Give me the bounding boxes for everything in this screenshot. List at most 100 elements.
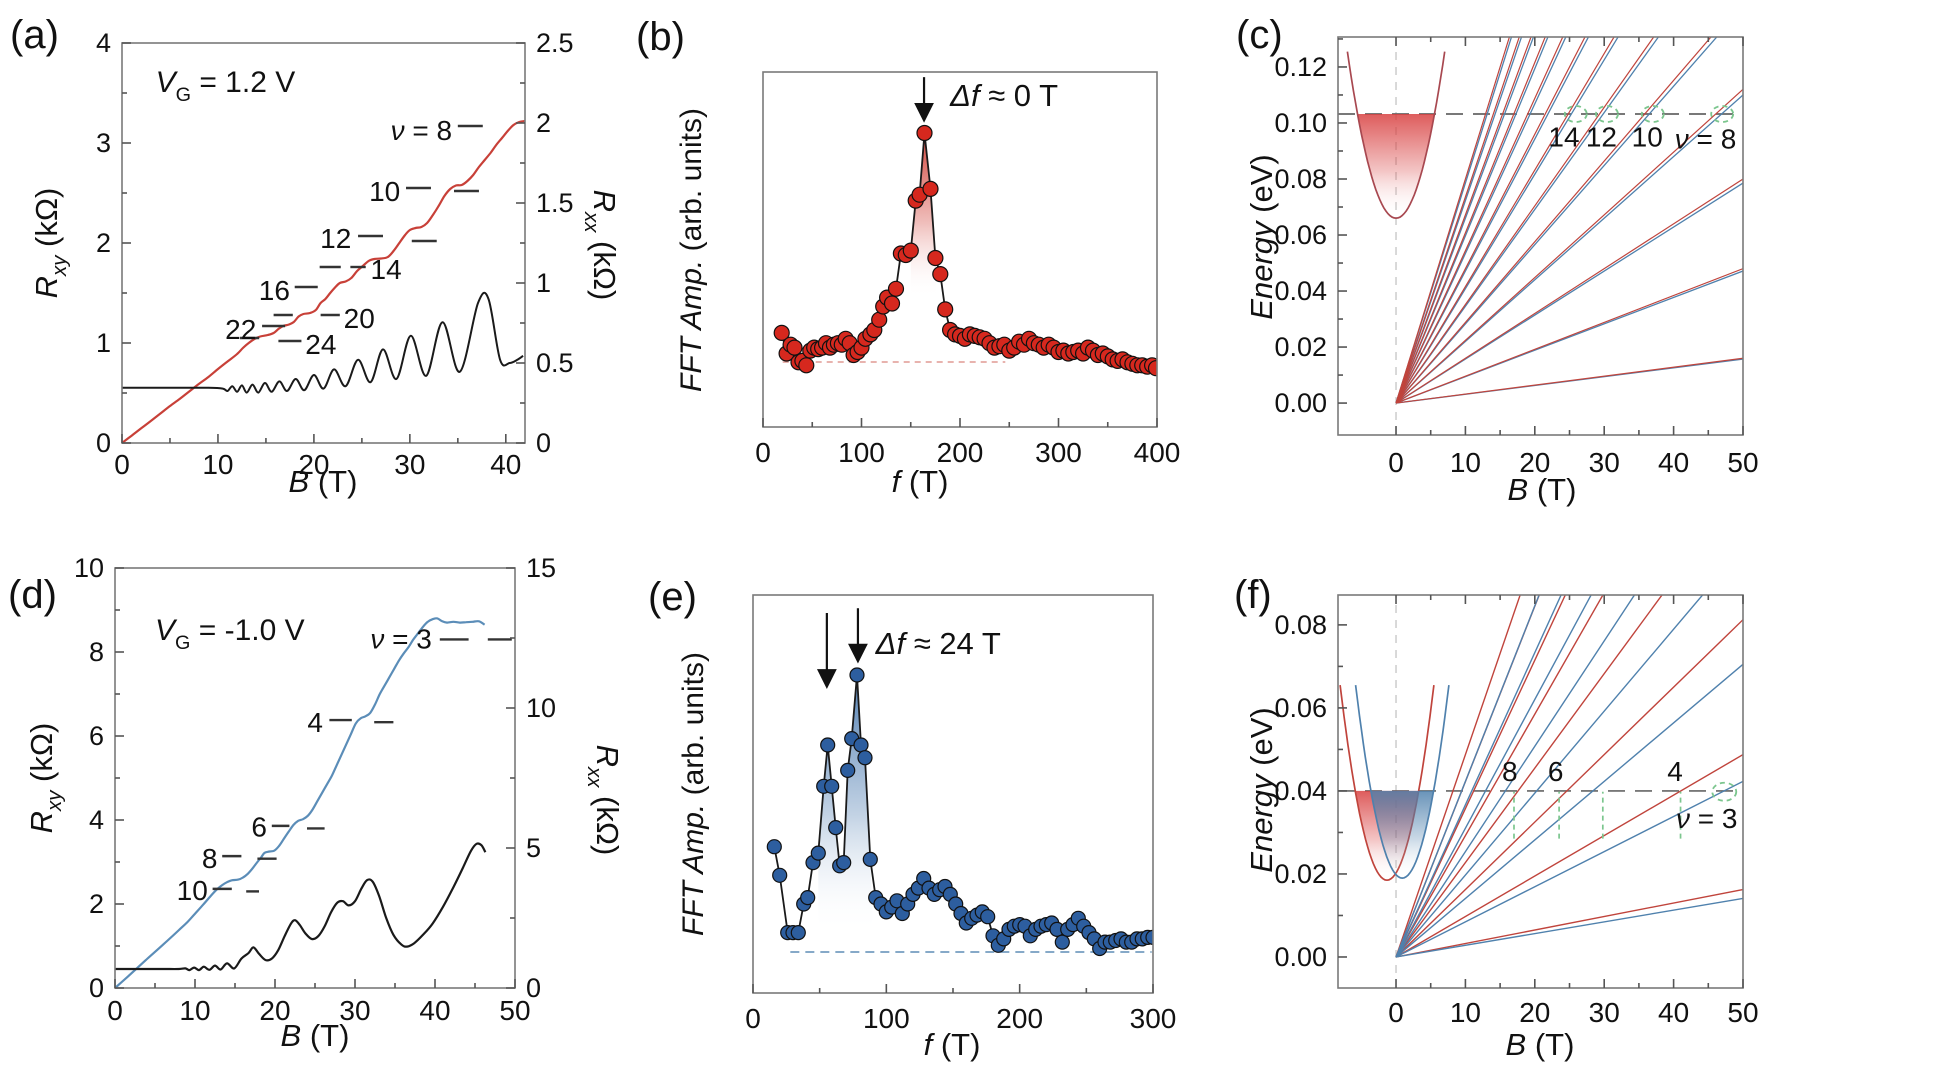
landau-level-line (1395, 619, 1743, 958)
landau-level-line (1395, 37, 1619, 404)
data-point (836, 854, 852, 871)
data-point (849, 667, 865, 683)
y-left-tick-label: 0.04 (1274, 776, 1327, 806)
annotation-label: VG = -1.0 V (155, 614, 305, 654)
axis-or-panel-label: Rxy (kΩ) (29, 188, 71, 299)
landau-level-line (1395, 37, 1546, 404)
annotation-label: 12 (320, 223, 351, 254)
panel-b-frame (762, 71, 1158, 428)
panel-d-plot-area (115, 617, 487, 988)
axis-or-panel-label: Rxx (kΩ) (580, 190, 622, 301)
y-left-tick-label: 0.02 (1274, 859, 1327, 889)
x-tick-label: 10 (179, 995, 210, 1026)
landau-level-line (1395, 178, 1743, 404)
annotation-label: 4 (307, 707, 323, 738)
annotation-label: 16 (259, 275, 290, 306)
panel-c: 0 10 20 30 40 50 0.00 0.02 0.04 0.06 0.08 0.10 0.12(… (1236, 13, 1759, 507)
axis-or-panel-label: (e) (648, 575, 697, 619)
landau-level-line (1395, 37, 1520, 404)
data-point (772, 867, 788, 883)
x-tick-label: 100 (863, 1003, 910, 1034)
axis-or-panel-label: f (T) (892, 464, 949, 499)
x-tick-label: 30 (339, 995, 370, 1026)
panel-e-plot-area (766, 667, 1153, 957)
data-point (798, 357, 815, 374)
y-left-tick-label: 0.08 (1274, 610, 1327, 640)
y-right-tick-label: 0.5 (536, 348, 574, 378)
annotation-label: 4 (1667, 756, 1683, 787)
landau-level-line (1395, 780, 1743, 958)
landau-level-line (1395, 94, 1743, 404)
landau-level-line (1395, 663, 1743, 958)
landau-level-line (1395, 595, 1592, 958)
data-point (840, 762, 856, 779)
data-point (902, 242, 919, 259)
landau-level-line (1395, 595, 1663, 958)
axis-or-panel-label: (a) (10, 13, 59, 57)
data-point (1054, 934, 1070, 950)
axis-or-panel-label: Energy (eV) (1244, 707, 1279, 872)
y-left-tick-label: 0 (96, 428, 111, 458)
y-left-tick-label: 8 (89, 637, 104, 667)
axis-or-panel-label: B (T) (1508, 472, 1577, 507)
data-point (824, 778, 840, 794)
data-point (916, 124, 933, 142)
annotation-label: 10 (177, 875, 208, 906)
data-point (820, 737, 836, 753)
x-tick-label: 100 (838, 437, 885, 468)
y-left-tick-label: 0 (89, 973, 104, 1003)
axis-or-panel-label: (b) (636, 15, 685, 59)
data-point (857, 750, 873, 766)
landau-level-line (1395, 754, 1743, 958)
panel-f: 0 10 20 30 40 50 0.00 0.02 0.04 0.06 0.08(f) Energy… (1234, 573, 1759, 1062)
annotation-label: VG = 1.2 V (156, 66, 296, 106)
landau-level-line (1395, 595, 1521, 958)
data-point (932, 266, 949, 283)
landau-level-line (1395, 37, 1718, 404)
annotation-label: ν = 8 (1675, 123, 1736, 154)
x-tick-label: 30 (1589, 997, 1620, 1028)
panel-c-frame (1337, 36, 1744, 436)
data-point (853, 737, 869, 753)
y-right-tick-label: 2 (536, 108, 551, 138)
landau-level-line (1395, 37, 1712, 404)
y-left-tick-label: 4 (89, 805, 104, 835)
annotation-label: 20 (344, 303, 375, 334)
x-tick-label: 20 (259, 995, 290, 1026)
x-tick-label: 40 (490, 449, 521, 480)
x-tick-label: 40 (1658, 997, 1689, 1028)
landau-level-line (1395, 595, 1562, 958)
x-tick-label: 40 (419, 995, 450, 1026)
y-left-tick-label: 0.04 (1274, 276, 1327, 306)
axis-or-panel-label: Rxy (kΩ) (24, 723, 66, 834)
x-tick-label: 0 (1388, 447, 1404, 478)
data-point (937, 301, 954, 318)
axis-or-panel-label: Rxx (kΩ) (583, 745, 625, 856)
annotation-label: 14 (371, 254, 402, 285)
landau-level-line (1395, 37, 1590, 404)
data-point (773, 324, 790, 341)
x-tick-label: 50 (1727, 997, 1758, 1028)
axis-or-panel-label: (f) (1234, 573, 1272, 617)
data-point (883, 295, 901, 312)
annotation-label: 6 (251, 812, 267, 843)
annotation-label: 12 (1586, 121, 1617, 152)
y-left-tick-label: 2 (96, 228, 111, 258)
panel-a-curve-Rxy (122, 119, 525, 443)
crossing-circle-marker (1563, 105, 1588, 123)
data-point (922, 180, 939, 197)
y-right-tick-label: 2.5 (536, 28, 574, 58)
x-tick-label: 30 (394, 449, 425, 480)
x-tick-label: 10 (1450, 997, 1481, 1028)
x-tick-label: 40 (1658, 447, 1689, 478)
crossing-circle-marker (1711, 781, 1738, 802)
y-right-tick-label: 15 (526, 553, 556, 583)
axis-or-panel-label: FFT Amp. (arb. units) (675, 108, 708, 392)
x-tick-label: 300 (1035, 437, 1082, 468)
annotation-label: Δf ≈ 24 T (875, 626, 1001, 661)
axis-or-panel-label: (d) (8, 573, 57, 617)
data-point (887, 280, 905, 297)
data-point (800, 889, 816, 906)
annotation-label: 22 (225, 314, 256, 345)
